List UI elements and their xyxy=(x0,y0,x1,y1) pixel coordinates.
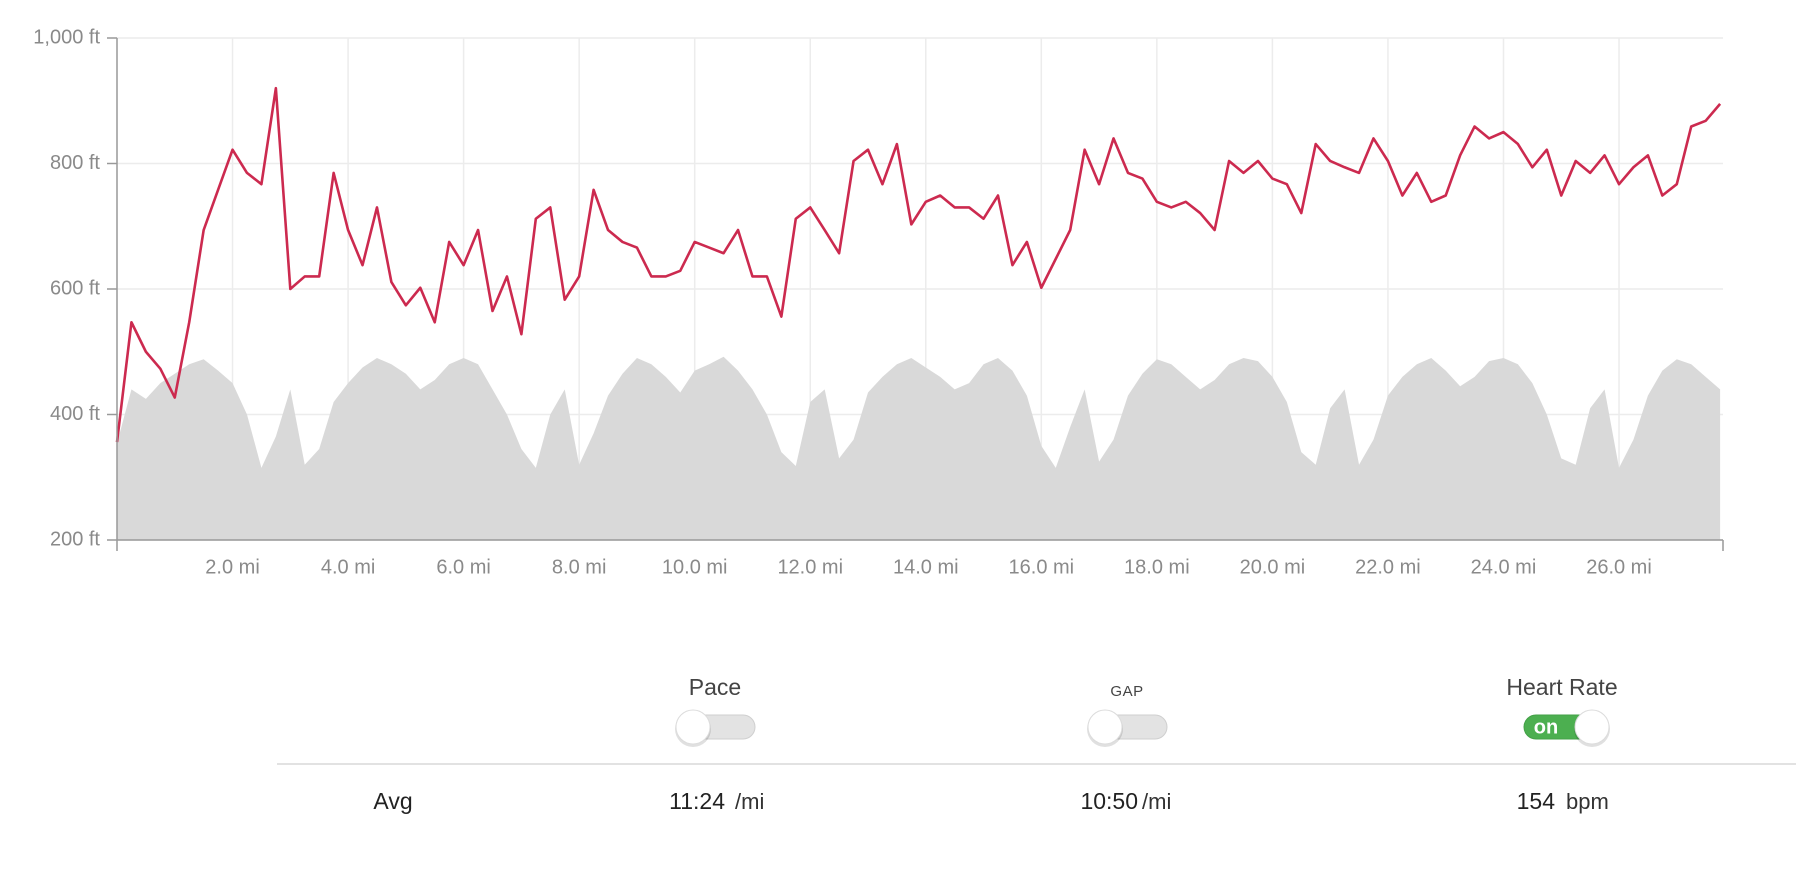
x-tick-label: 22.0 mi xyxy=(1355,556,1421,578)
toggle-switch[interactable] xyxy=(1087,709,1168,747)
avg-label: Avg xyxy=(373,788,412,814)
x-tick-label: 20.0 mi xyxy=(1240,556,1306,578)
x-tick-label: 26.0 mi xyxy=(1586,556,1652,578)
avg-gap-unit: /mi xyxy=(1142,789,1171,814)
toggle-switch[interactable] xyxy=(675,709,756,747)
plot-area: 200 ft 400 ft 600 ft 800 ft 1,000 ft 2.0 mi 4.… xyxy=(33,26,1724,578)
x-tick-label: 18.0 mi xyxy=(1124,556,1190,578)
x-tick-label: 24.0 mi xyxy=(1471,556,1537,578)
x-tick-label: 8.0 mi xyxy=(552,556,606,578)
y-tick-label: 800 ft xyxy=(50,152,100,174)
y-tick-label: 400 ft xyxy=(50,403,100,425)
heart-rate-line xyxy=(115,86,1722,443)
x-tick-label: 16.0 mi xyxy=(1009,556,1075,578)
toggle-knob xyxy=(1574,709,1610,745)
x-tick-label: 4.0 mi xyxy=(321,556,375,578)
y-tick-label: 1,000 ft xyxy=(33,26,100,48)
avg-heart-rate-unit: bpm xyxy=(1566,789,1609,814)
toggle-label: GAP xyxy=(1110,683,1143,700)
x-tick-label: 12.0 mi xyxy=(777,556,843,578)
toggle-knob xyxy=(675,709,711,745)
toggle-knob xyxy=(1087,709,1123,745)
toggle-state: on xyxy=(1534,716,1558,738)
x-tick-label: 2.0 mi xyxy=(205,556,259,578)
x-tick-label: 10.0 mi xyxy=(662,556,728,578)
y-tick-label: 600 ft xyxy=(50,277,100,299)
avg-pace: 11:24 xyxy=(669,788,725,814)
x-tick-label: 6.0 mi xyxy=(436,556,490,578)
avg-pace-unit: /mi xyxy=(735,789,764,814)
elevation-area xyxy=(117,356,1721,540)
avg-heart-rate: 154 xyxy=(1517,788,1556,814)
x-tick-label: 14.0 mi xyxy=(893,556,959,578)
y-tick-label: 200 ft xyxy=(50,528,100,550)
toggle-switch[interactable]: on xyxy=(1523,709,1610,747)
avg-gap: 10:50 xyxy=(1080,788,1138,814)
toggle-label: Pace xyxy=(689,674,741,700)
toggle-label: Heart Rate xyxy=(1506,674,1617,700)
